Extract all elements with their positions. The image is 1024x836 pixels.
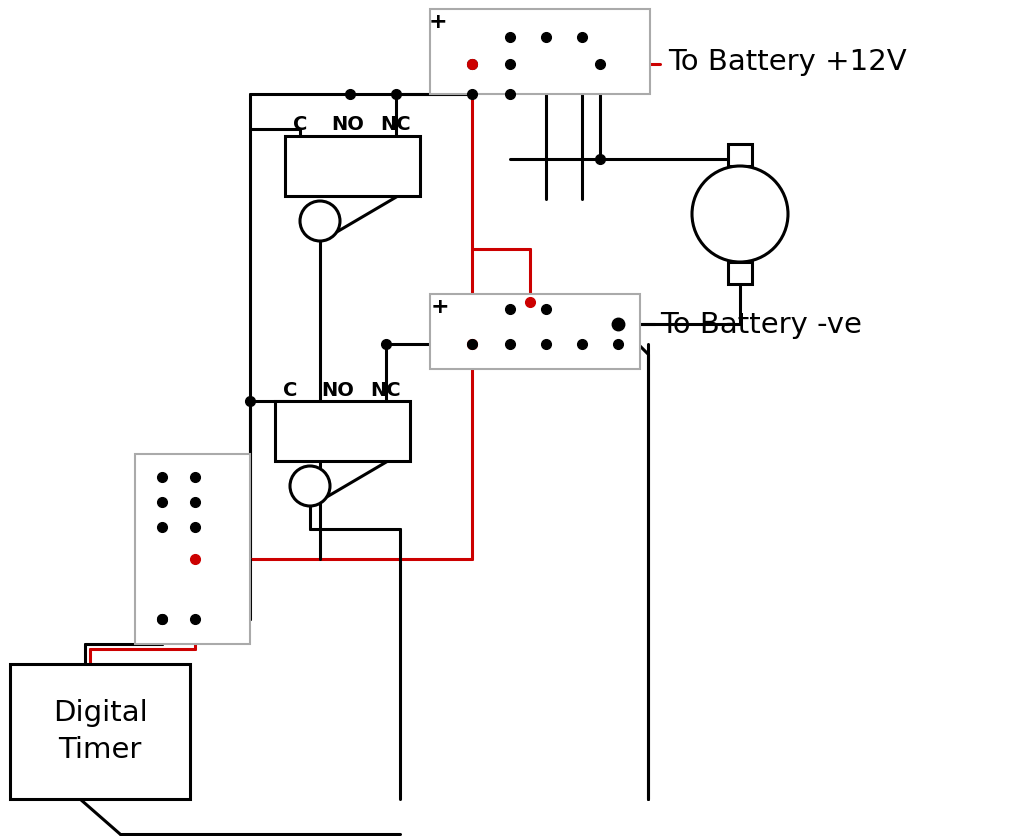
Text: To Battery -ve: To Battery -ve [660,311,862,339]
Bar [728,263,752,285]
Bar [10,665,190,799]
Text: NO: NO [322,380,354,399]
Bar [135,455,250,645]
Text: +: + [431,297,450,317]
Bar [430,10,650,95]
Bar [728,145,752,167]
Text: Digital: Digital [52,698,147,726]
Circle shape [692,167,788,263]
Circle shape [290,466,330,507]
Text: Timer: Timer [58,735,141,763]
Bar [430,294,640,370]
Text: C: C [283,380,297,399]
Text: NC: NC [381,115,412,135]
Text: To Battery +12V: To Battery +12V [668,48,906,76]
Text: NC: NC [371,380,401,399]
Bar [275,401,410,461]
Text: C: C [293,115,307,135]
Bar [285,137,420,196]
Text: NO: NO [332,115,365,135]
Text: +: + [429,12,447,32]
Circle shape [300,201,340,242]
